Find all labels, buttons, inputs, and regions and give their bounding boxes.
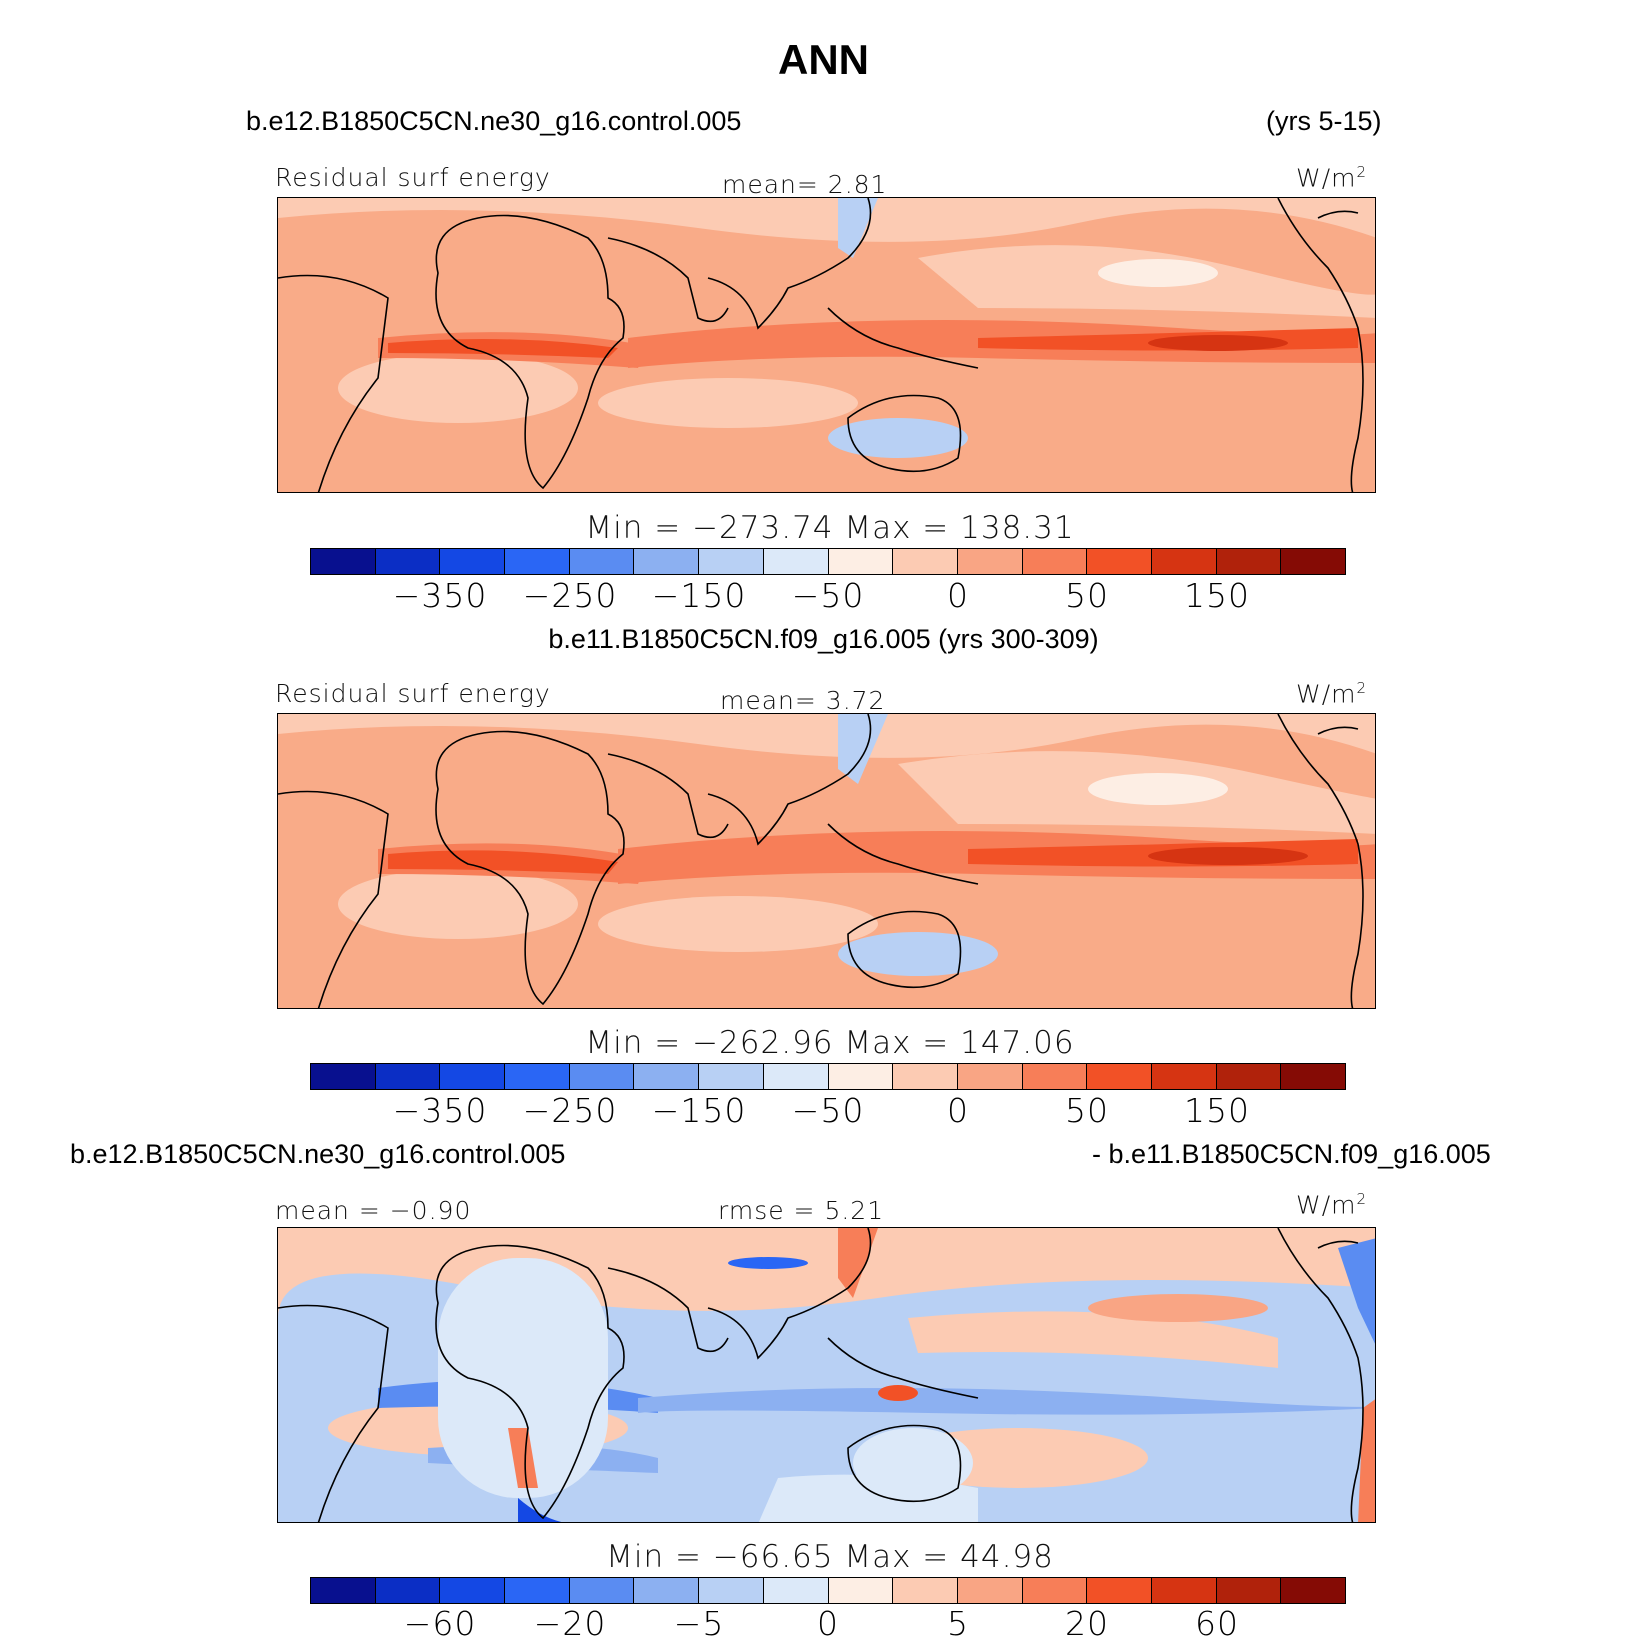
colorbar-swatch: [634, 1578, 700, 1603]
colorbar-swatch: [1151, 1578, 1217, 1603]
colorbar-tick: −350: [392, 576, 488, 615]
panel3-rmse-label: rmse = 5.21: [718, 1196, 885, 1225]
colorbar-swatch: [1087, 1578, 1152, 1603]
colorbar-tick: −350: [392, 1091, 488, 1130]
panel1-case-left: b.e12.B1850C5CN.ne30_g16.control.005: [246, 106, 742, 136]
colorbar-tick: −250: [522, 1091, 618, 1130]
colorbar-tick: −150: [651, 576, 747, 615]
colorbar-swatch: [699, 549, 764, 574]
colorbar-swatch: [1281, 1578, 1345, 1603]
colorbar-swatch: [505, 1064, 570, 1089]
page-title: ANN: [778, 36, 869, 83]
panel1-colorbar: [310, 548, 1346, 575]
colorbar-swatch: [569, 1064, 635, 1089]
colorbar-swatch: [311, 1578, 376, 1603]
colorbar-tick: −20: [533, 1604, 607, 1643]
colorbar-swatch: [1087, 1064, 1152, 1089]
panel1-var-label: Residual surf energy: [275, 163, 551, 192]
colorbar-tick: 5: [947, 1604, 969, 1643]
panel2-minmax: Min = −262.96 Max = 147.06: [585, 1025, 1075, 1061]
panel1-case-right: (yrs 5-15): [1266, 106, 1382, 136]
colorbar-swatch: [440, 1578, 506, 1603]
colorbar-swatch: [505, 1578, 570, 1603]
colorbar-swatch: [699, 1578, 764, 1603]
colorbar-tick: 0: [947, 1091, 969, 1130]
panel3-case-left: b.e12.B1850C5CN.ne30_g16.control.005: [70, 1139, 566, 1169]
panel3-colorbar: [310, 1577, 1346, 1604]
colorbar-swatch: [957, 549, 1023, 574]
colorbar-swatch: [311, 549, 376, 574]
colorbar-swatch: [1216, 549, 1282, 574]
colorbar-swatch: [957, 1578, 1023, 1603]
panel2-colorbar: [310, 1063, 1346, 1090]
colorbar-tick: 20: [1065, 1604, 1109, 1643]
panel3-case-right: - b.e11.B1850C5CN.f09_g16.005: [1092, 1139, 1491, 1169]
colorbar-tick: −5: [673, 1604, 725, 1643]
colorbar-swatch: [440, 1064, 506, 1089]
colorbar-tick: 50: [1065, 1091, 1109, 1130]
colorbar-swatch: [1151, 549, 1217, 574]
colorbar-tick: 60: [1195, 1604, 1239, 1643]
panel3-units: W/m2: [1296, 1190, 1368, 1220]
panel3-minmax: Min = −66.65 Max = 44.98: [606, 1539, 1054, 1575]
colorbar-swatch: [1022, 549, 1088, 574]
colorbar-swatch: [1281, 549, 1345, 574]
colorbar-tick: −50: [791, 1091, 865, 1130]
colorbar-swatch: [634, 549, 700, 574]
colorbar-swatch: [311, 1064, 376, 1089]
colorbar-swatch: [1151, 1064, 1217, 1089]
colorbar-swatch: [1281, 1064, 1345, 1089]
colorbar-swatch: [375, 549, 441, 574]
colorbar-tick: 150: [1184, 1091, 1250, 1130]
panel2-units: W/m2: [1296, 679, 1368, 709]
colorbar-swatch: [569, 549, 635, 574]
panel2-case: b.e11.B1850C5CN.f09_g16.005 (yrs 300-309…: [548, 624, 1099, 654]
colorbar-swatch: [569, 1578, 635, 1603]
colorbar-swatch: [699, 1064, 764, 1089]
panel2-mean-label: mean= 3.72: [720, 686, 886, 715]
colorbar-swatch: [893, 1578, 958, 1603]
colorbar-tick: −150: [651, 1091, 747, 1130]
colorbar-swatch: [1216, 1578, 1282, 1603]
colorbar-swatch: [375, 1064, 441, 1089]
colorbar-swatch: [828, 1064, 894, 1089]
colorbar-tick: −50: [791, 576, 865, 615]
panel1-mean-label: mean= 2.81: [722, 170, 888, 199]
colorbar-swatch: [375, 1578, 441, 1603]
colorbar-swatch: [1216, 1064, 1282, 1089]
colorbar-tick: −60: [403, 1604, 477, 1643]
colorbar-swatch: [828, 549, 894, 574]
panel1-minmax: Min = −273.74 Max = 138.31: [585, 510, 1075, 546]
colorbar-swatch: [957, 1064, 1023, 1089]
colorbar-tick: −250: [522, 576, 618, 615]
panel3-map: [277, 1227, 1376, 1523]
colorbar-swatch: [1022, 1578, 1088, 1603]
colorbar-swatch: [828, 1578, 894, 1603]
panel2-map: [277, 713, 1376, 1009]
colorbar-tick: 0: [947, 576, 969, 615]
colorbar-swatch: [440, 549, 506, 574]
colorbar-swatch: [505, 549, 570, 574]
panel1-map: [277, 197, 1376, 493]
panel1-units: W/m2: [1296, 163, 1368, 193]
colorbar-tick: 50: [1065, 576, 1109, 615]
colorbar-swatch: [1022, 1064, 1088, 1089]
colorbar-swatch: [634, 1064, 700, 1089]
colorbar-tick: 0: [817, 1604, 839, 1643]
panel2-var-label: Residual surf energy: [275, 679, 551, 708]
colorbar-swatch: [763, 1064, 829, 1089]
colorbar-swatch: [893, 549, 958, 574]
colorbar-swatch: [1087, 549, 1152, 574]
colorbar-swatch: [763, 1578, 829, 1603]
colorbar-swatch: [763, 549, 829, 574]
colorbar-swatch: [893, 1064, 958, 1089]
colorbar-tick: 150: [1184, 576, 1250, 615]
panel3-mean-label: mean = −0.90: [275, 1196, 472, 1225]
